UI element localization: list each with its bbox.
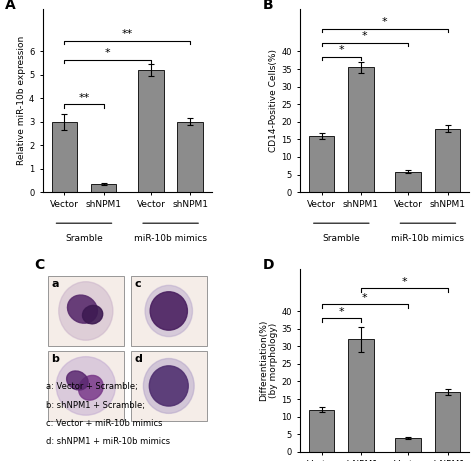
Bar xyxy=(177,122,203,192)
Text: *: * xyxy=(338,307,344,317)
Text: C: C xyxy=(34,258,45,272)
Text: *: * xyxy=(401,277,407,287)
Text: *: * xyxy=(338,45,344,55)
Text: *: * xyxy=(105,48,110,58)
Ellipse shape xyxy=(150,292,187,330)
Text: *: * xyxy=(362,31,368,41)
Text: miR-10b mimics: miR-10b mimics xyxy=(392,234,465,243)
Bar xyxy=(348,339,374,452)
FancyBboxPatch shape xyxy=(131,276,207,346)
Text: a: a xyxy=(51,279,59,289)
Text: *: * xyxy=(362,293,368,303)
Text: miR-10b mimics: miR-10b mimics xyxy=(134,234,207,243)
Bar xyxy=(435,129,460,192)
Text: d: d xyxy=(134,354,142,364)
Ellipse shape xyxy=(145,285,192,337)
Text: c: c xyxy=(134,279,141,289)
Text: B: B xyxy=(263,0,273,12)
Ellipse shape xyxy=(59,282,113,340)
FancyBboxPatch shape xyxy=(48,276,124,346)
Bar xyxy=(435,392,460,452)
Ellipse shape xyxy=(143,359,194,414)
Bar xyxy=(138,70,164,192)
Ellipse shape xyxy=(67,371,88,390)
Bar xyxy=(348,67,374,192)
Text: b: shNPM1 + Scramble;: b: shNPM1 + Scramble; xyxy=(46,401,145,409)
FancyBboxPatch shape xyxy=(131,351,207,421)
Bar xyxy=(395,171,421,192)
Ellipse shape xyxy=(56,357,116,415)
Text: **: ** xyxy=(122,30,133,40)
Bar xyxy=(309,136,335,192)
Text: **: ** xyxy=(78,93,90,103)
Ellipse shape xyxy=(149,366,188,406)
Bar xyxy=(309,409,335,452)
Text: A: A xyxy=(5,0,16,12)
Ellipse shape xyxy=(67,295,97,323)
Bar xyxy=(91,184,117,192)
Bar xyxy=(395,437,421,452)
Text: Sramble: Sramble xyxy=(322,234,360,243)
Y-axis label: CD14-Positive Cells(%): CD14-Positive Cells(%) xyxy=(269,49,278,152)
Text: c: Vector + miR-10b mimics: c: Vector + miR-10b mimics xyxy=(46,419,163,428)
Bar xyxy=(52,122,77,192)
Text: b: b xyxy=(51,354,59,364)
Y-axis label: Differentiation(%)
(by morphology): Differentiation(%) (by morphology) xyxy=(259,319,278,401)
FancyBboxPatch shape xyxy=(48,351,124,421)
Text: *: * xyxy=(382,17,387,27)
Text: Sramble: Sramble xyxy=(65,234,103,243)
Y-axis label: Relative miR-10b expression: Relative miR-10b expression xyxy=(17,36,26,165)
Text: a: Vector + Scramble;: a: Vector + Scramble; xyxy=(46,382,138,391)
Text: d: shNPM1 + miR-10b mimics: d: shNPM1 + miR-10b mimics xyxy=(46,437,170,446)
Text: D: D xyxy=(263,258,274,272)
Ellipse shape xyxy=(79,375,103,400)
Ellipse shape xyxy=(82,306,103,324)
